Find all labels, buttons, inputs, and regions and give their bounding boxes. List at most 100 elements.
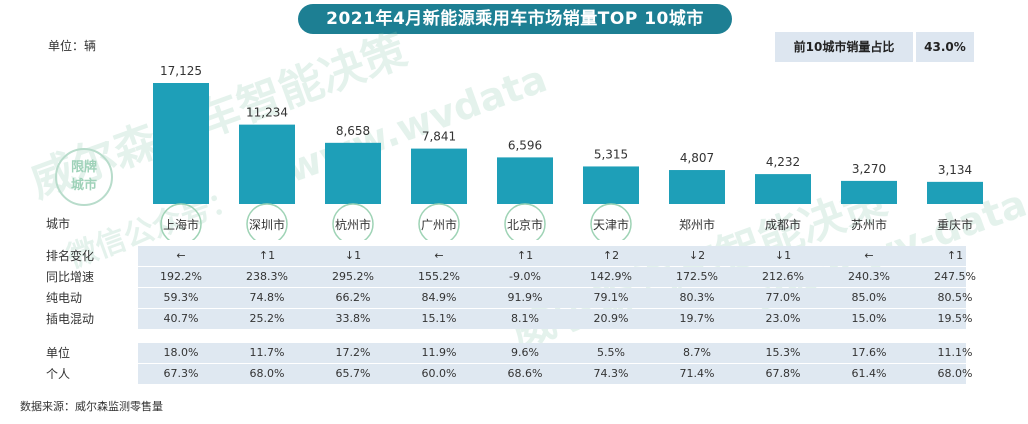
table-row [138,364,966,384]
table-cell: 80.5% [937,291,973,304]
table-cell: 15.1% [421,312,457,325]
table-cell: 68.6% [507,367,543,380]
table-cell: 11.9% [421,346,457,359]
table-cell: ↑1 [258,249,276,262]
table-cell: 11.7% [249,346,285,359]
category-label: 杭州市 [335,217,371,232]
category-label: 苏州市 [851,217,887,232]
row-label: 纯电动 [46,291,83,305]
bar-chart: 17,125 上海市 11,234 深圳市 8,658 杭州市 7,841 广州市 6,596 北… [153,64,983,240]
table-row [138,267,966,287]
bar-6 [669,170,725,204]
bar-7 [755,174,811,204]
table-cell: 8.7% [683,346,711,359]
table-cell: 59.3% [163,291,199,304]
table-cell: 20.9% [593,312,629,325]
row-label: 插电混动 [46,312,95,326]
bar-2 [325,142,381,204]
table-cell: 155.2% [418,270,460,283]
row-label: 单位 [46,346,71,360]
table-cell: 247.5% [934,270,976,283]
table-cell: 40.7% [163,312,199,325]
bar-value-label: 3,270 [852,162,886,176]
top10-share-box: 前10城市销量占比 43.0% [775,32,974,62]
table-cell: ↑1 [516,249,534,262]
data-source: 数据来源：威尔森监测零售量 [20,400,163,413]
table-cell: 5.5% [597,346,625,359]
table-cell: ↓1 [344,249,362,262]
table-cell: 77.0% [765,291,801,304]
table-cell: 212.6% [762,270,804,283]
row-label: 个人 [46,367,71,381]
table-cell: 8.1% [511,312,539,325]
category-label: 深圳市 [249,217,285,232]
category-label: 广州市 [421,217,457,232]
table-cell: 19.7% [679,312,715,325]
table-cell: 84.9% [421,291,457,304]
table-cell: ← [434,249,444,262]
bar-3 [411,148,467,204]
table-cell: 238.3% [246,270,288,283]
row-label: 排名变化 [46,249,95,263]
row-label: 同比增速 [46,270,95,284]
limited-plate-marker [504,203,546,240]
limited-plate-marker [160,203,202,240]
table-cell: 66.2% [335,291,371,304]
limited-plate-marker [590,203,632,240]
city-header: 城市 [46,217,71,231]
limited-plate-marker [332,203,374,240]
table-cell: 79.1% [593,291,629,304]
table-cell: 23.0% [765,312,801,325]
bar-4 [497,157,553,204]
bar-8 [841,180,897,204]
bar-value-label: 3,134 [938,163,972,177]
share-value: 43.0% [916,32,974,62]
category-label: 成都市 [765,217,801,232]
table-cell: 65.7% [335,367,371,380]
category-label: 上海市 [163,217,199,232]
table-row [138,309,966,329]
table-cell: 67.8% [765,367,801,380]
table-cell: 85.0% [851,291,887,304]
bar-value-label: 5,315 [594,147,628,161]
table-cell: 17.2% [335,346,371,359]
table-cell: 91.9% [507,291,543,304]
bar-5 [583,166,639,204]
category-label: 郑州市 [679,217,715,232]
bar-value-label: 11,234 [246,106,288,120]
table-cell: 25.2% [249,312,285,325]
table-cell: 295.2% [332,270,374,283]
table-row [138,288,966,308]
table-cell: 61.4% [851,367,887,380]
bar-value-label: 4,232 [766,155,800,169]
table-cell: 240.3% [848,270,890,283]
table-cell: 74.8% [249,291,285,304]
table-cell: ↓2 [688,249,706,262]
chart-title: 2021年4月新能源乘用车市场销量TOP 10城市 [298,4,732,34]
unit-label: 单位：辆 [48,39,97,53]
table-cell: -9.0% [509,270,541,283]
table-cell: 11.1% [937,346,973,359]
category-label: 天津市 [593,217,629,232]
table-cell: 15.0% [851,312,887,325]
table-cell: 74.3% [593,367,629,380]
table-cell: 19.5% [937,312,973,325]
table-cell: ← [864,249,874,262]
table-cell: 71.4% [679,367,715,380]
table-cell: 60.0% [421,367,457,380]
badge-line1: 限牌 [70,160,97,175]
table-cell: 142.9% [590,270,632,283]
table-cell: ↑1 [946,249,964,262]
bar-value-label: 17,125 [160,64,202,78]
table-cell: 33.8% [335,312,371,325]
table-cell: 172.5% [676,270,718,283]
table-cell: ↓1 [774,249,792,262]
table-row [138,343,966,363]
category-label: 北京市 [507,217,543,232]
table-cell: 18.0% [163,346,199,359]
table-cell: 9.6% [511,346,539,359]
share-label: 前10城市销量占比 [775,32,913,62]
table-row [138,246,966,266]
limited-plate-marker [418,203,460,240]
bar-value-label: 8,658 [336,124,370,138]
